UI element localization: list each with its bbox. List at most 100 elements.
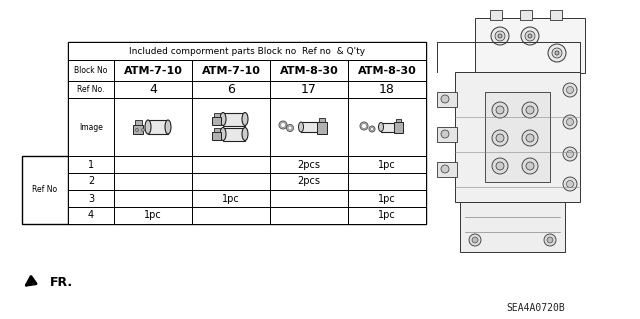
Ellipse shape	[396, 122, 401, 131]
Bar	[68, 98, 114, 156]
Text: 2: 2	[88, 176, 94, 187]
Circle shape	[563, 177, 577, 191]
Bar	[348, 98, 426, 156]
Bar	[396, 119, 401, 122]
Bar	[270, 98, 348, 156]
Bar	[270, 60, 348, 81]
Circle shape	[441, 165, 449, 173]
Bar	[114, 60, 192, 81]
Circle shape	[526, 134, 534, 142]
Bar	[114, 207, 192, 224]
Ellipse shape	[378, 122, 383, 131]
Bar	[223, 128, 245, 140]
Circle shape	[279, 121, 287, 129]
Circle shape	[525, 31, 535, 41]
Text: ATM-7-10: ATM-7-10	[124, 65, 182, 76]
Bar	[68, 173, 114, 190]
Bar	[212, 117, 221, 125]
Bar	[114, 156, 192, 173]
Circle shape	[496, 106, 504, 114]
Circle shape	[496, 134, 504, 142]
Bar	[192, 207, 270, 224]
Bar	[214, 113, 220, 117]
Ellipse shape	[145, 120, 151, 134]
Ellipse shape	[319, 122, 323, 132]
Circle shape	[492, 130, 508, 146]
Text: ATM-8-30: ATM-8-30	[280, 65, 339, 76]
Text: 4: 4	[88, 211, 94, 220]
Bar	[437, 162, 457, 177]
Circle shape	[555, 51, 559, 55]
Bar	[133, 125, 143, 134]
Circle shape	[566, 181, 573, 188]
Text: 18: 18	[379, 83, 395, 96]
Circle shape	[495, 31, 505, 41]
Bar	[319, 118, 325, 122]
Bar	[455, 72, 580, 202]
Circle shape	[552, 48, 562, 58]
Bar	[114, 81, 192, 98]
Circle shape	[360, 122, 368, 130]
Bar	[270, 156, 348, 173]
Bar	[68, 42, 426, 60]
Bar	[520, 10, 532, 20]
Text: Image: Image	[79, 122, 103, 131]
Text: 3: 3	[88, 194, 94, 204]
Circle shape	[544, 234, 556, 246]
Text: 1pc: 1pc	[144, 211, 162, 220]
Bar	[68, 81, 114, 98]
Circle shape	[491, 27, 509, 45]
Bar	[437, 127, 457, 142]
Text: 1pc: 1pc	[378, 211, 396, 220]
Text: ATM-8-30: ATM-8-30	[358, 65, 417, 76]
Bar	[192, 156, 270, 173]
Circle shape	[441, 130, 449, 138]
Text: Ref No.: Ref No.	[77, 85, 105, 94]
Circle shape	[563, 115, 577, 129]
Bar	[475, 18, 585, 73]
Ellipse shape	[242, 128, 248, 140]
Bar	[192, 81, 270, 98]
Ellipse shape	[220, 113, 226, 125]
Bar	[68, 156, 114, 173]
Text: ATM-7-10: ATM-7-10	[202, 65, 260, 76]
Bar	[270, 173, 348, 190]
Bar	[114, 190, 192, 207]
Circle shape	[496, 162, 504, 170]
Bar	[192, 98, 270, 156]
Circle shape	[141, 129, 145, 131]
Bar	[212, 132, 221, 140]
Ellipse shape	[242, 113, 248, 125]
Circle shape	[522, 102, 538, 118]
Bar	[460, 202, 565, 252]
Ellipse shape	[165, 120, 171, 134]
Circle shape	[492, 158, 508, 174]
Circle shape	[472, 237, 478, 243]
Text: 2pcs: 2pcs	[298, 176, 321, 187]
Circle shape	[563, 83, 577, 97]
Bar	[485, 92, 550, 182]
Circle shape	[566, 86, 573, 93]
Circle shape	[547, 237, 553, 243]
Circle shape	[528, 34, 532, 38]
Text: 1: 1	[88, 160, 94, 169]
Circle shape	[369, 126, 375, 132]
Text: 17: 17	[301, 83, 317, 96]
Circle shape	[526, 162, 534, 170]
Bar	[68, 42, 426, 224]
Bar	[550, 10, 562, 20]
Bar	[348, 60, 426, 81]
Circle shape	[288, 126, 292, 130]
Circle shape	[526, 106, 534, 114]
Bar	[22, 156, 68, 224]
Bar	[437, 92, 457, 107]
Bar	[490, 10, 502, 20]
Bar	[270, 81, 348, 98]
Circle shape	[522, 158, 538, 174]
Bar	[192, 190, 270, 207]
Text: 4: 4	[149, 83, 157, 96]
Bar	[348, 81, 426, 98]
Circle shape	[371, 128, 374, 130]
Bar	[192, 173, 270, 190]
Circle shape	[441, 95, 449, 103]
